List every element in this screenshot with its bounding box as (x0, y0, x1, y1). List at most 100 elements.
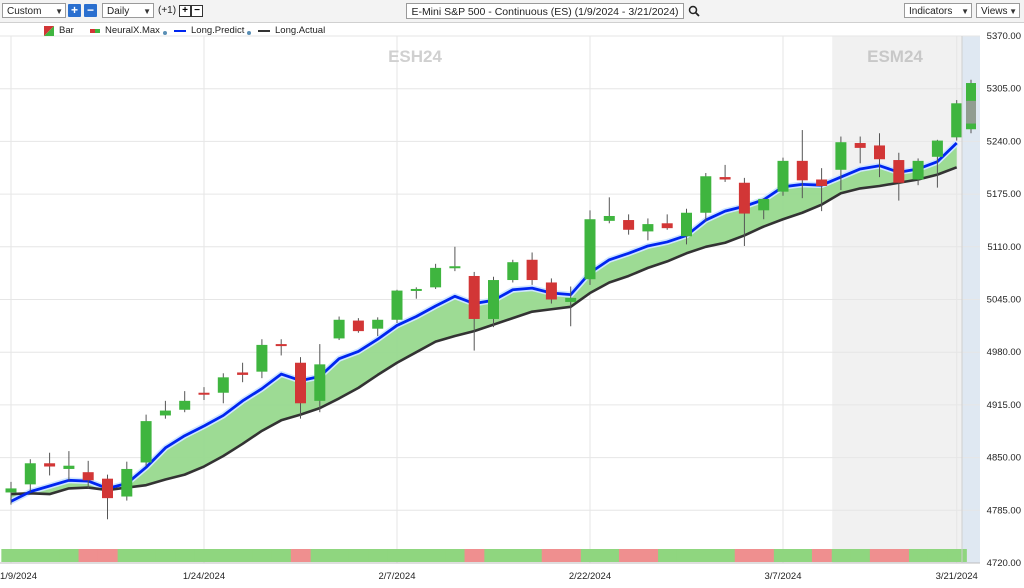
candle-body[interactable] (642, 224, 654, 232)
neuralx-ribbon-segment (1, 549, 22, 562)
candle-body[interactable] (159, 410, 171, 416)
neuralx-ribbon-segment (657, 549, 678, 562)
candle-body[interactable] (661, 223, 673, 229)
candle-body[interactable] (681, 212, 692, 237)
y-tick-label: 5045.00 (987, 295, 1021, 306)
candle-body[interactable] (352, 320, 364, 332)
candle-body[interactable] (758, 198, 770, 211)
candle-body[interactable] (24, 463, 36, 485)
candle-body[interactable] (700, 176, 712, 213)
forecast-range-overlay (966, 100, 976, 124)
candle-body[interactable] (951, 103, 963, 138)
candle-body[interactable] (44, 463, 56, 467)
legend-item-bar[interactable]: Bar (44, 25, 74, 36)
candle-body[interactable] (545, 282, 557, 300)
candle-body[interactable] (333, 319, 345, 339)
candle-body[interactable] (796, 160, 808, 181)
neuralx-ribbon-segment (831, 549, 852, 562)
candle-body[interactable] (256, 344, 268, 372)
candle-body[interactable] (893, 160, 905, 183)
symbol-search-value: E-Mini S&P 500 - Continuous (ES) (1/9/20… (411, 6, 679, 18)
candle-body[interactable] (507, 262, 519, 281)
candle-body[interactable] (526, 259, 538, 281)
neuralx-ribbon-segment (39, 549, 60, 562)
neuralx-ribbon-segment (947, 549, 967, 562)
candle-body[interactable] (63, 465, 75, 469)
candle-body[interactable] (584, 219, 596, 280)
candle-body[interactable] (738, 182, 750, 214)
long-predict-line[interactable] (10, 142, 958, 503)
long-actual-line[interactable] (10, 166, 958, 496)
symbol-search-input[interactable]: E-Mini S&P 500 - Continuous (ES) (1/9/20… (406, 3, 684, 19)
candle-body[interactable] (854, 143, 866, 148)
y-tick-label: 4980.00 (987, 347, 1021, 358)
candle-body[interactable] (816, 179, 828, 186)
neuralx-ribbon-segment (869, 549, 890, 562)
candle-body[interactable] (140, 421, 152, 463)
candle-body[interactable] (5, 488, 17, 493)
candle-body[interactable] (121, 468, 133, 497)
legend-label: NeuralX.Max (105, 25, 160, 36)
candle-body[interactable] (623, 220, 635, 230)
y-tick-label: 5305.00 (987, 84, 1021, 95)
candle-body[interactable] (179, 400, 191, 410)
views-button[interactable]: Views ▼ (976, 3, 1020, 18)
neuralx-ribbon-segment (618, 549, 639, 562)
line-icon (174, 29, 186, 32)
neuralx-ribbon-segment (387, 549, 408, 562)
magnifier-icon[interactable] (688, 5, 700, 17)
candle-body[interactable] (874, 145, 885, 160)
candle-body[interactable] (217, 377, 229, 393)
indicators-label: Indicators (909, 6, 953, 17)
indicators-button[interactable]: Indicators ▼ (904, 3, 972, 18)
interval-select[interactable]: Daily ▼ (102, 3, 154, 18)
neuralx-ribbon-segment (175, 549, 195, 562)
offset-label: (+1) (158, 5, 177, 16)
candle-body[interactable] (468, 275, 480, 319)
neuralx-ribbon-segment (348, 549, 369, 562)
zoom-in-button[interactable]: + (68, 4, 81, 17)
offset-plus-button[interactable]: + (179, 5, 191, 17)
zoom-out-button[interactable]: − (84, 4, 97, 17)
chevron-down-icon: ▼ (961, 7, 969, 16)
period-select[interactable]: Custom ▼ (2, 3, 66, 18)
neuralx-ribbon-segment (696, 549, 716, 562)
neuralx-ribbon-segment (213, 549, 234, 562)
candle-icon (44, 25, 54, 36)
legend-item-long-actual[interactable]: Long.Actual (258, 25, 325, 36)
neuralx-ribbon-segment (59, 549, 80, 562)
candle-body[interactable] (835, 142, 847, 170)
neuralx-ribbon-segment (406, 549, 427, 562)
candle-body[interactable] (198, 392, 210, 395)
candle-body[interactable] (912, 160, 924, 180)
candle-body[interactable] (719, 177, 731, 180)
candle-body[interactable] (237, 372, 249, 375)
candle-body[interactable] (603, 215, 615, 221)
neuralx-ribbon-segment (78, 549, 99, 562)
offset-minus-button[interactable]: − (191, 5, 203, 17)
candle-body[interactable] (372, 319, 384, 329)
candle-body[interactable] (777, 160, 789, 192)
candle-body[interactable] (449, 266, 461, 269)
candle-body[interactable] (102, 478, 113, 499)
candle-body[interactable] (565, 297, 577, 302)
candle-body[interactable] (82, 472, 94, 481)
neuralx-ribbon-segment (908, 549, 929, 562)
price-chart[interactable]: 5370.00 5305.00 5240.00 5175.00 5110.00 5045.… (0, 22, 1024, 588)
legend-item-long-predict[interactable]: Long.Predict (174, 25, 252, 36)
legend-item-neuralx[interactable]: NeuralX.Max (90, 25, 167, 36)
candle-body[interactable] (488, 280, 499, 319)
candle-body[interactable] (931, 140, 943, 157)
candle-body[interactable] (391, 290, 403, 320)
neuralx-ribbon-segment (97, 549, 118, 562)
y-tick-label: 5175.00 (987, 189, 1021, 200)
candle-body[interactable] (314, 364, 326, 401)
candle-body[interactable] (295, 362, 306, 404)
neuralx-ribbon-segment (252, 549, 273, 562)
candle-body[interactable] (430, 267, 442, 288)
candle-body[interactable] (275, 344, 287, 347)
neuralx-ribbon-segment (329, 549, 350, 562)
neuralx-ribbon-segment (155, 549, 176, 562)
candle-body[interactable] (410, 288, 422, 291)
neuralx-ribbon-segment (561, 549, 581, 562)
